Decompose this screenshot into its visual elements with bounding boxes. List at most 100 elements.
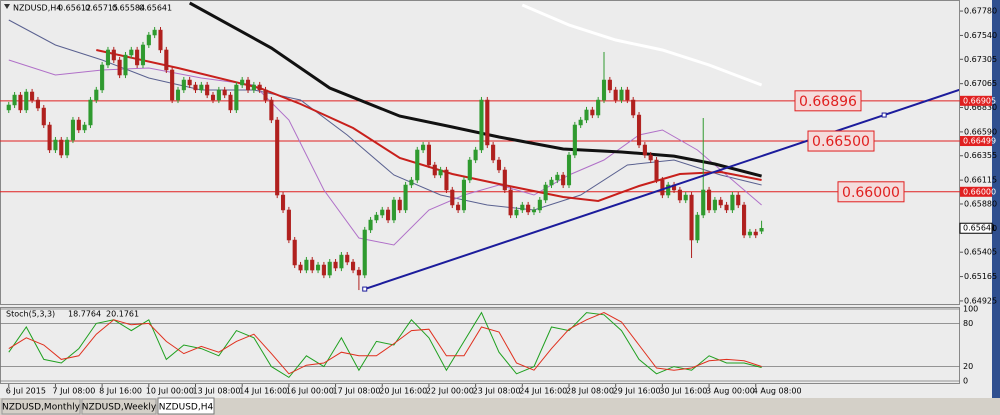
candle-body <box>549 179 554 186</box>
candle-body <box>24 91 29 111</box>
candle-body <box>473 149 478 161</box>
candle-body <box>607 79 612 91</box>
x-tick-label: 10 Jul 00:00 <box>146 387 194 396</box>
tab-label[interactable]: NZDUSD,Monthly <box>2 403 81 413</box>
candle-body <box>12 94 17 106</box>
candle-body <box>286 209 291 241</box>
candle-body <box>683 194 688 201</box>
x-tick-label: 23 Jul 08:00 <box>473 387 521 396</box>
candle-body <box>502 169 507 191</box>
candle-body <box>566 154 572 186</box>
candle-body <box>724 204 729 211</box>
candle-body <box>53 139 58 151</box>
candle-body <box>520 204 525 211</box>
candle-body <box>461 179 467 211</box>
tab[interactable]: NZDUSD,Monthly <box>1 398 81 415</box>
candle-body <box>456 204 461 211</box>
candle-body <box>222 89 227 96</box>
level-axis-box <box>960 136 992 147</box>
candle-body <box>409 179 414 186</box>
candle-body <box>590 109 595 116</box>
candle-body <box>345 254 350 263</box>
candle-body <box>170 69 175 101</box>
candle-body <box>397 199 402 211</box>
stoch-line <box>8 311 762 379</box>
candle-body <box>199 84 204 91</box>
candle-body <box>712 199 717 211</box>
symbol-header: NZDUSD,H4 <box>13 4 61 13</box>
candle-body <box>747 231 752 236</box>
ohlc-value: 0.65641 <box>139 4 172 13</box>
x-tick-label: 6 Jul 2015 <box>6 387 46 396</box>
candle-body <box>140 44 146 66</box>
level-axis-box <box>960 95 992 106</box>
candle-body <box>65 139 70 156</box>
tab-active[interactable]: NZDUSD,H4 <box>157 397 215 415</box>
candle-body <box>648 154 653 161</box>
candle-body <box>30 91 35 101</box>
candle-body <box>245 79 251 91</box>
x-tick-label: 28 Jul 08:00 <box>566 387 614 396</box>
candle-body <box>759 227 764 232</box>
candle-body <box>310 259 315 271</box>
candle-body <box>181 79 186 91</box>
candle-body <box>642 144 647 156</box>
plot-area <box>6 1 959 292</box>
y-tick-label: 0.67305 <box>964 55 997 64</box>
moving-average <box>521 3 763 87</box>
stoch-title: Stoch(5,3,3) <box>6 310 55 319</box>
level-axis-box <box>960 186 992 197</box>
candle-body <box>35 99 40 109</box>
candle-body <box>543 184 548 201</box>
candle-body <box>76 119 81 131</box>
candle-body <box>275 119 280 196</box>
candle-body <box>386 209 391 221</box>
candle-body <box>164 49 169 71</box>
tab[interactable]: NZDUSD,Weekly <box>81 398 157 415</box>
y-tick-label: 0.66115 <box>964 176 997 185</box>
stoch-tick-label: 80 <box>963 319 973 328</box>
candle-body <box>707 189 712 211</box>
candle-body <box>578 119 583 126</box>
candle-body <box>41 107 46 126</box>
candle-body <box>660 179 665 196</box>
trendline-anchor <box>362 286 368 292</box>
level-label-box <box>807 130 875 152</box>
candle-body <box>537 199 542 211</box>
candle-body <box>403 184 408 211</box>
level-axis-label: 0.66905 <box>963 96 996 105</box>
candle-body <box>94 89 99 101</box>
candle-body <box>380 209 385 216</box>
ohlc-value: 0.65715 <box>85 4 118 13</box>
y-tick-label: 0.66830 <box>964 103 997 112</box>
candle-body <box>70 119 75 141</box>
tab-label[interactable]: NZDUSD,Weekly <box>82 403 157 413</box>
candle-body <box>158 29 163 51</box>
x-tick-label: 13 Jul 08:00 <box>193 387 241 396</box>
x-tick-label: 22 Jul 00:00 <box>426 387 474 396</box>
y-tick-label: 0.67780 <box>964 7 997 16</box>
candle-body <box>496 159 502 171</box>
candle-body <box>316 264 321 271</box>
stoch-area <box>8 311 762 379</box>
candle-body <box>234 84 239 111</box>
candle-body <box>129 49 134 56</box>
candle-body <box>333 261 338 269</box>
candle-body <box>718 199 723 206</box>
candle-body <box>444 169 449 191</box>
level-label-box <box>794 90 862 112</box>
candle-body <box>421 144 426 151</box>
candle-body <box>269 99 274 121</box>
trendline-anchor <box>881 112 887 118</box>
candle-body <box>298 264 303 271</box>
candle-body <box>742 204 747 236</box>
stoch-value: 20.1761 <box>106 310 139 319</box>
candle-body <box>321 264 326 276</box>
candle-body <box>736 194 741 206</box>
tab-label[interactable]: NZDUSD,H4 <box>159 403 214 413</box>
candle-body <box>327 261 332 276</box>
stoch-tick-label: 100 <box>963 305 978 314</box>
x-tick-label: 7 Jul 08:00 <box>52 387 95 396</box>
candle-body <box>59 139 64 156</box>
